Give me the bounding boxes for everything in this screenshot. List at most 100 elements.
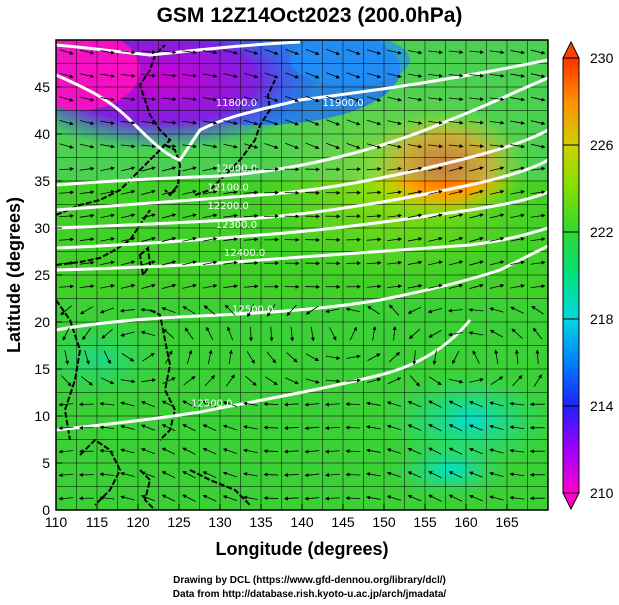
wind-arrow [182, 189, 197, 195]
wind-arrow [346, 49, 361, 55]
wind-arrow [80, 376, 93, 386]
wind-arrow [100, 73, 115, 78]
wind-arrow [120, 236, 136, 242]
wind-arrow [161, 120, 177, 125]
wind-arrow [228, 349, 233, 365]
wind-arrow [264, 119, 279, 126]
wind-arrow [304, 473, 320, 478]
wind-arrow [428, 260, 443, 266]
wind-arrow [448, 50, 464, 55]
wind-arrow [100, 166, 115, 171]
wind-arrow [386, 448, 402, 454]
wind-arrow [489, 495, 504, 501]
y-tick-label: 15 [34, 361, 50, 377]
wind-arrow [202, 260, 218, 265]
wind-arrow [59, 237, 75, 242]
wind-arrow [120, 213, 136, 219]
wind-arrow [120, 189, 136, 195]
wind-arrow [386, 401, 402, 407]
wind-arrow [325, 308, 340, 314]
wind-arrow [58, 473, 74, 478]
wind-arrow [387, 237, 402, 242]
wind-arrow [202, 166, 218, 171]
wind-arrow [120, 379, 136, 384]
wind-arrow [161, 424, 176, 432]
wind-arrow [120, 120, 136, 125]
wind-arrow [264, 143, 279, 149]
wind-arrow [489, 330, 504, 338]
wind-arrow [510, 237, 525, 242]
wind-arrow [263, 472, 279, 477]
wind-arrow [366, 96, 382, 102]
wind-arrow [530, 237, 546, 242]
wind-arrow [469, 166, 484, 172]
wind-arrow [432, 350, 437, 365]
wind-arrow [407, 213, 423, 218]
wind-arrow [202, 97, 218, 102]
wind-arrow [407, 50, 423, 55]
wind-arrow [305, 95, 320, 103]
wind-arrow [428, 236, 443, 242]
wind-arrow [222, 448, 238, 454]
wind-arrow [121, 353, 135, 362]
wind-arrow [407, 284, 423, 289]
wind-arrow [182, 144, 197, 149]
wind-arrow [60, 305, 72, 316]
wind-arrow [305, 378, 320, 384]
wind-arrow [59, 284, 75, 289]
wind-arrow [222, 471, 238, 478]
wind-arrow [161, 307, 176, 313]
wind-arrow [407, 97, 423, 102]
wind-arrow [366, 472, 381, 477]
contour-label: 12300.0 [216, 220, 257, 231]
wind-arrow [61, 375, 72, 387]
wind-arrow [305, 142, 320, 150]
wind-arrow [99, 472, 115, 477]
wind-arrow [243, 260, 259, 265]
lat-lon-grid [56, 40, 548, 510]
wind-arrow [325, 379, 341, 384]
wind-arrow [182, 471, 196, 479]
wind-arrow [120, 331, 135, 337]
wind-arrow [469, 447, 483, 455]
wind-arrow [265, 376, 278, 386]
wind-arrow [283, 496, 299, 501]
wind-arrow [243, 448, 258, 453]
coastline-indochina [56, 299, 82, 441]
wind-arrow [286, 304, 297, 317]
wind-arrow [243, 143, 259, 149]
wind-arrow [99, 307, 114, 314]
wind-arrow [468, 307, 484, 312]
wind-arrow [409, 375, 420, 387]
wind-arrow [324, 473, 340, 477]
colorbar-tick-label: 218 [590, 311, 614, 327]
wind-arrow [489, 144, 505, 149]
wind-arrow [469, 73, 485, 78]
wind-arrow [489, 448, 504, 454]
wind-arrow [161, 260, 177, 266]
wind-arrow [59, 49, 74, 55]
wind-arrow [469, 189, 484, 195]
wind-arrow [428, 50, 443, 55]
wind-arrow [407, 190, 423, 195]
wind-arrow [99, 495, 115, 500]
wind-arrow [472, 350, 480, 364]
wind-arrow [489, 401, 504, 407]
wind-arrow [469, 283, 484, 289]
wind-arrow [366, 190, 382, 195]
wind-arrow [79, 96, 95, 102]
wind-arrow [305, 306, 319, 315]
wind-arrow [182, 236, 197, 242]
wind-arrow [530, 120, 546, 126]
wind-arrow [429, 376, 442, 386]
wind-arrow [243, 425, 258, 430]
wind-arrow [530, 96, 546, 102]
wind-arrow [140, 401, 155, 408]
wind-arrow [79, 143, 95, 149]
credit-data: Data from http://database.rish.kyoto-u.a… [172, 589, 447, 600]
wind-arrow [494, 349, 499, 365]
x-tick-label: 120 [126, 514, 150, 530]
contour-line [56, 158, 548, 230]
wind-arrow [142, 352, 155, 362]
wind-arrow [448, 260, 464, 266]
